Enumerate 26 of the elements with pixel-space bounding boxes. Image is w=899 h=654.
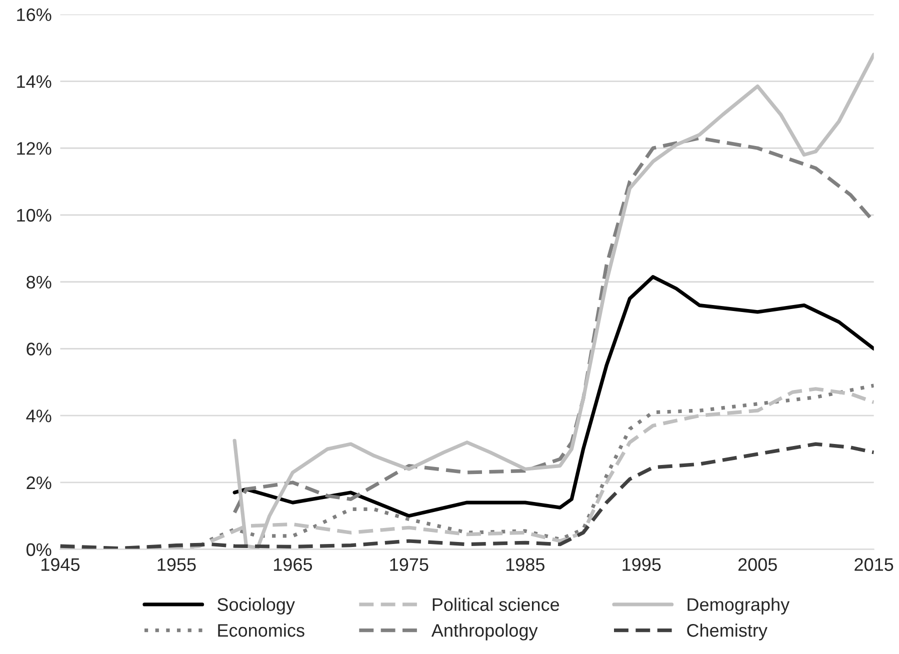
- x-tick-label: 1945: [42, 558, 80, 571]
- legend-label: Economics: [218, 624, 304, 637]
- y-tick-label: 4%: [26, 410, 52, 422]
- line-series: [232, 136, 874, 514]
- y-tick-label: 2%: [26, 476, 52, 490]
- legend-label: Sociology: [218, 598, 295, 615]
- x-tick-label: 1985: [506, 558, 544, 571]
- y-tick-label: 0%: [26, 543, 52, 556]
- y-tick-label: 10%: [17, 208, 52, 222]
- x-tick-label: 2015: [854, 558, 894, 571]
- y-tick-label: 12%: [17, 142, 52, 155]
- x-tick-label: 1995: [622, 558, 661, 571]
- legend-label: Anthropology: [431, 624, 538, 640]
- legend-label: Chemistry: [687, 624, 768, 640]
- legend-label: Political science: [432, 598, 560, 611]
- legend-label: Demography: [688, 598, 790, 615]
- y-tick-label: 14%: [17, 75, 52, 88]
- x-tick-label: 1965: [274, 558, 312, 571]
- y-tick-label: 6%: [26, 342, 52, 356]
- y-tick-label: 16%: [17, 8, 52, 22]
- x-tick-label: 1955: [158, 558, 196, 571]
- line-series: [232, 275, 874, 518]
- y-tick-label: 8%: [26, 276, 52, 289]
- x-tick-label: 1975: [390, 558, 428, 571]
- line-series: [60, 442, 874, 550]
- x-tick-label: 2005: [738, 558, 777, 571]
